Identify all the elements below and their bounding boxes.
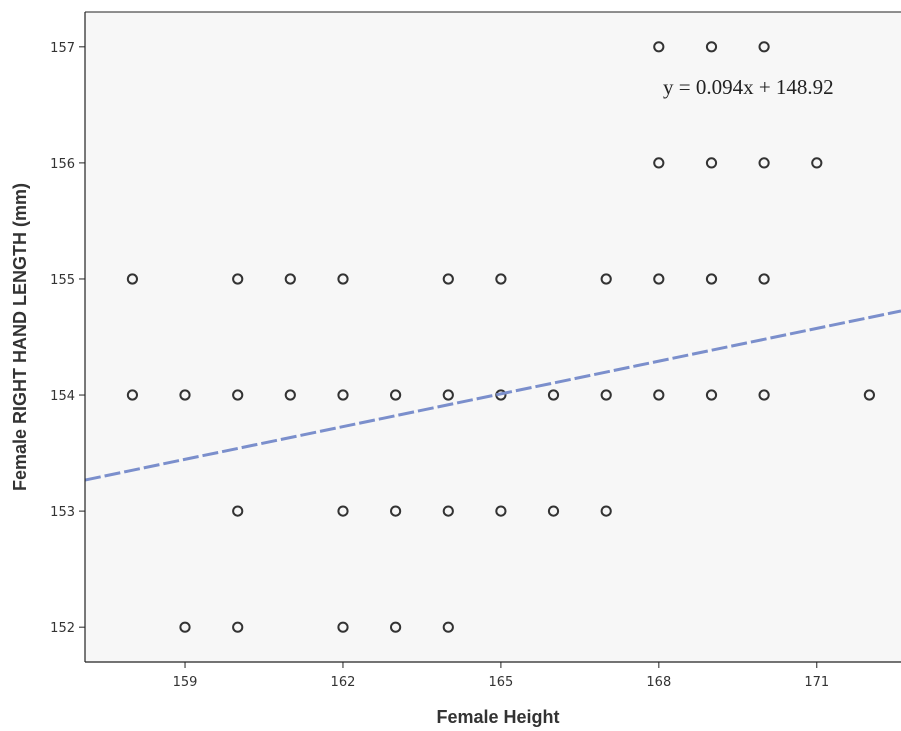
trendline [84,309,901,482]
data-point [390,621,402,633]
data-point [442,621,454,633]
x-tick-label: 168 [646,675,671,690]
data-point [284,273,296,285]
x-tick-label: 159 [173,675,198,690]
data-point [705,157,718,169]
data-point [653,273,665,285]
x-tick-label: 165 [488,675,513,690]
data-point [495,273,507,285]
data-point [547,389,560,401]
data-point [758,273,770,285]
data-point [179,621,191,633]
data-point [600,273,612,285]
y-tick-label: 155 [50,273,75,288]
data-point [600,389,612,401]
data-points [126,41,876,633]
data-point [705,41,718,53]
data-point [442,389,454,401]
data-point [232,505,244,517]
plot-area [85,12,901,662]
data-point [547,505,560,517]
data-point [600,505,612,517]
trendline-equation: y = 0.094x + 148.92 [663,75,834,99]
y-tick-label: 153 [50,505,75,520]
data-point [653,389,665,401]
data-point [232,273,244,285]
data-point [390,505,402,517]
x-tick-label: 162 [331,675,356,690]
data-point [811,157,823,169]
data-point [337,273,349,285]
data-point [390,389,402,401]
data-point [232,389,244,401]
data-point [337,621,349,633]
y-tick-label: 157 [50,41,75,56]
data-point [337,389,349,401]
y-axis-title: Female RIGHT HAND LENGTH (mm) [10,183,30,491]
data-point [232,621,244,633]
data-point [284,389,296,401]
y-tick-label: 156 [50,157,75,172]
x-axis-ticks: 159 162 165 168 171 [173,662,829,690]
data-point [705,273,718,285]
x-axis-title: Female Height [436,707,559,727]
y-tick-label: 154 [50,389,75,404]
data-point [653,41,665,53]
data-point [863,389,876,401]
y-axis-ticks: 152 153 154 155 156 157 [50,41,85,636]
data-point [758,389,770,401]
data-point [758,41,770,53]
data-point [337,505,349,517]
data-point [495,505,507,517]
data-point [126,273,138,285]
y-tick-label: 152 [50,621,75,636]
data-point [758,157,770,169]
data-point [126,389,138,401]
data-point [442,273,454,285]
data-point [653,157,665,169]
x-tick-label: 171 [804,675,829,690]
data-point [179,389,191,401]
data-point [705,389,718,401]
data-point [442,505,454,517]
